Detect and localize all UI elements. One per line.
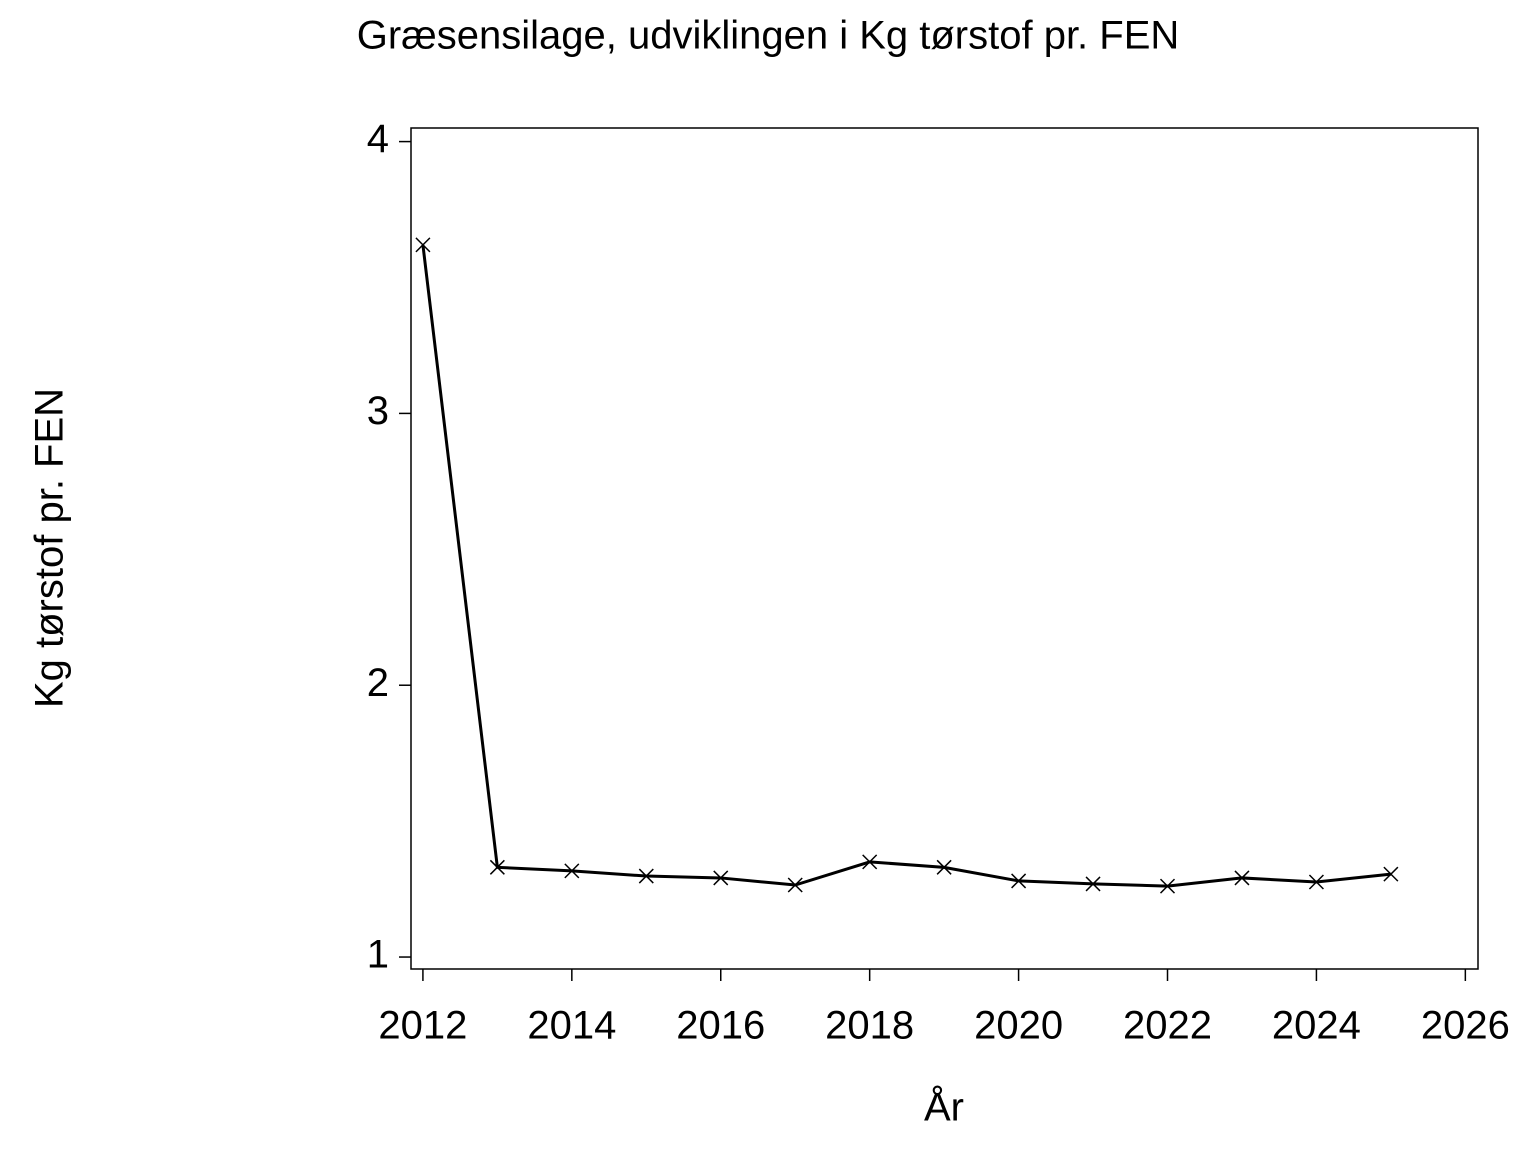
data-marker — [1159, 878, 1176, 894]
x-tick-label: 2012 — [378, 1004, 467, 1048]
x-tick-label: 2018 — [825, 1004, 914, 1048]
data-marker — [415, 237, 431, 253]
data-marker — [936, 859, 952, 875]
y-tick-label: 3 — [367, 389, 389, 433]
plot-frame — [410, 127, 1479, 970]
data-marker — [713, 870, 729, 886]
data-marker — [1085, 876, 1101, 892]
data-marker — [862, 854, 878, 870]
x-axis-label: År — [924, 1085, 964, 1130]
y-axis-label: Kg tørstof pr. FEN — [28, 388, 72, 708]
x-tick-label: 2024 — [1272, 1004, 1361, 1048]
data-marker — [787, 877, 803, 893]
data-line — [421, 244, 1392, 888]
data-marker — [1383, 866, 1399, 882]
y-tick-label: 1 — [367, 933, 389, 977]
data-marker — [564, 863, 580, 879]
x-tick-label: 2016 — [676, 1004, 765, 1048]
data-marker — [638, 868, 654, 884]
y-tick-label: 4 — [367, 117, 389, 161]
x-tick-label: 2020 — [974, 1004, 1063, 1048]
x-tick-label: 2026 — [1421, 1004, 1510, 1048]
chart-title: Græsensilage, udviklingen i Kg tørstof p… — [357, 14, 1180, 58]
x-tick-label: 2014 — [527, 1004, 616, 1048]
data-marker — [1308, 874, 1324, 890]
y-tick-label: 2 — [367, 661, 389, 705]
x-tick-label: 2022 — [1123, 1004, 1212, 1048]
data-marker — [489, 859, 505, 875]
data-marker — [1234, 870, 1250, 886]
data-marker — [1011, 873, 1027, 889]
